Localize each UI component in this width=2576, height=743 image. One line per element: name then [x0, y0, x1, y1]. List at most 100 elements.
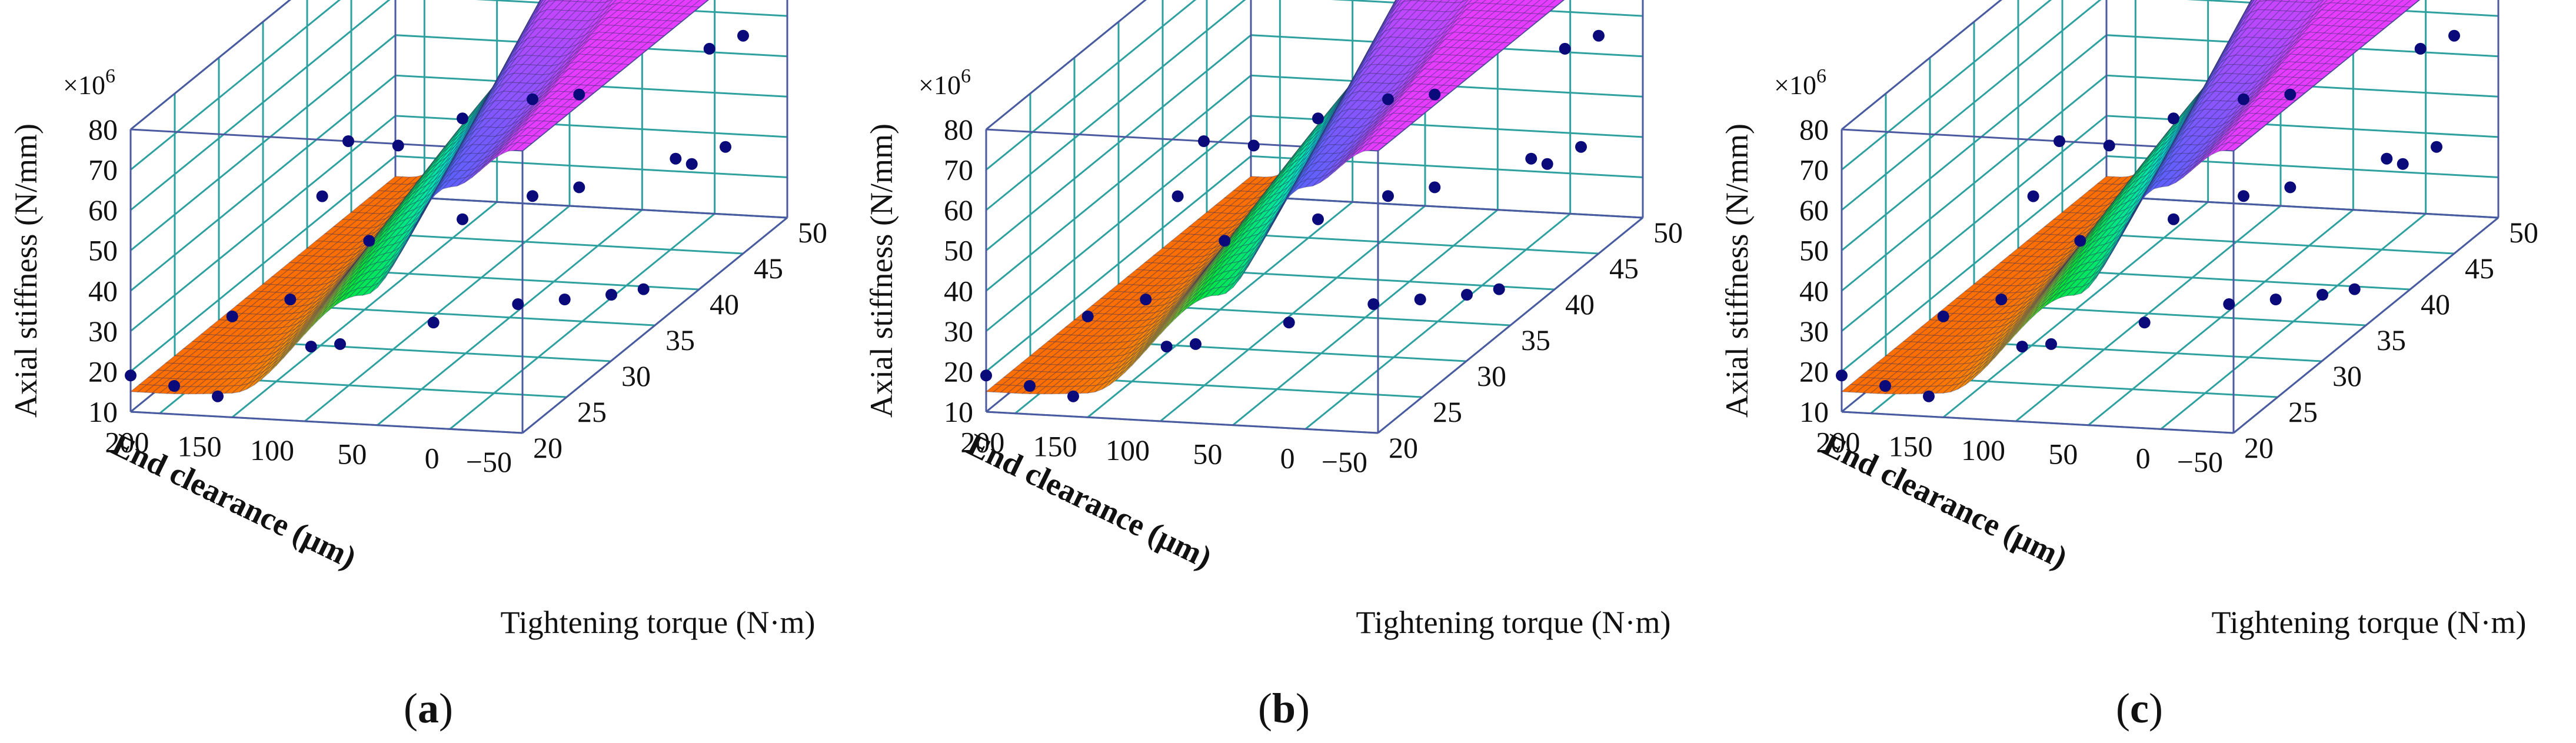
data-point	[1429, 88, 1441, 101]
data-point	[1575, 141, 1587, 153]
data-point	[1461, 289, 1473, 301]
data-point	[1081, 310, 1094, 322]
y-tick-label: 35	[665, 324, 695, 356]
frame-edge	[986, 411, 1379, 434]
data-point	[226, 310, 238, 322]
x-tick-label: 100	[1106, 434, 1150, 467]
surface	[985, 0, 1564, 395]
surface-cell	[682, 6, 700, 15]
x-tick-label: 50	[1193, 438, 1222, 471]
z-tick-label: 20	[944, 355, 973, 388]
y-axis-title: Tightening torque (N·m)	[1356, 605, 1671, 640]
frame-edge	[1377, 216, 1643, 434]
data-point	[1140, 294, 1152, 305]
floor-gridline	[351, 231, 744, 255]
data-point	[685, 158, 698, 170]
panel-label: (b)	[1258, 685, 1310, 732]
z-tick-label: 80	[88, 113, 118, 146]
x-tick-label: 50	[337, 438, 367, 471]
z-scale-multiplier: ×106	[918, 65, 971, 100]
data-point	[605, 289, 617, 301]
z-tick-label: 10	[944, 395, 973, 428]
data-point	[527, 93, 538, 105]
surface-cell	[683, 0, 701, 7]
y-tick-label: 25	[577, 395, 607, 428]
frame-edge	[986, 0, 1147, 131]
surface-cell	[669, 0, 685, 6]
data-point	[1067, 390, 1079, 402]
frame-edge	[395, 195, 788, 219]
x-axis-title: End clearance (μm)	[962, 427, 1217, 575]
y-axis-title: Tightening torque (N·m)	[501, 605, 816, 640]
x-tick-label: 0	[425, 441, 440, 474]
data-point	[1525, 152, 1537, 165]
data-point	[558, 294, 571, 305]
floor-gridline	[1087, 201, 1353, 418]
surface-cell	[647, 0, 662, 5]
y-tick-label: 40	[710, 288, 739, 321]
z-tick-label: 60	[944, 194, 973, 226]
data-point	[703, 42, 715, 55]
y-tick-label: 50	[798, 216, 827, 249]
z-tick-label: 70	[88, 154, 118, 186]
surface-cell	[647, 35, 665, 44]
data-point	[1559, 42, 1571, 55]
data-point	[527, 190, 538, 202]
surface-cell	[558, 106, 577, 115]
z-tick-label: 30	[944, 315, 973, 348]
frame-edge	[1250, 195, 1643, 219]
panel-label: (a)	[404, 685, 453, 732]
data-point	[305, 341, 317, 353]
surface-cell	[605, 0, 612, 3]
z-gridline	[130, 0, 291, 131]
data-point	[1024, 380, 1036, 392]
surface-cell	[554, 0, 564, 2]
z-tick-label: 10	[88, 395, 118, 428]
data-point	[1219, 235, 1231, 247]
y-tick-label: 50	[1653, 216, 1683, 249]
surface-cell	[523, 135, 541, 144]
x-tick-label: 100	[250, 434, 294, 467]
surface-cell	[576, 0, 587, 3]
surface-cell	[538, 0, 541, 4]
data-points	[125, 29, 749, 402]
data-point	[720, 141, 731, 153]
x-tick-label: 0	[1280, 441, 1295, 474]
data-point	[1171, 190, 1184, 202]
x-axis-title: End clearance (μm)	[106, 427, 362, 575]
surface-cell	[620, 56, 638, 65]
frame-edge	[2233, 216, 2499, 434]
y-tick-label: 45	[754, 252, 783, 285]
surface-cell	[569, 0, 580, 2]
data-point	[1283, 316, 1295, 329]
floor-gridline	[304, 205, 570, 422]
z-tick-label: 80	[944, 113, 973, 146]
y-tick-label: 20	[533, 431, 563, 464]
surface-cell	[591, 0, 603, 4]
surface-cell	[664, 21, 683, 29]
data-point	[512, 298, 524, 310]
floor-gridline	[1304, 213, 1571, 430]
surface-cell	[567, 99, 585, 108]
y-tick-label: 30	[621, 359, 651, 392]
surface-cell	[691, 0, 708, 8]
x-tick-label: 200	[105, 426, 149, 459]
z-tick-label: 40	[944, 274, 973, 307]
y-tick-label: 30	[1477, 359, 1506, 392]
data-point	[1493, 283, 1505, 295]
surface-cell	[603, 71, 621, 79]
data-point	[125, 369, 137, 382]
y-tick-label: 40	[1565, 288, 1595, 321]
data-point	[284, 294, 297, 305]
data-point	[1247, 139, 1260, 152]
data-point	[363, 235, 375, 247]
frame-edge	[2106, 195, 2499, 219]
data-point	[1414, 294, 1426, 305]
frame-edge	[522, 216, 788, 434]
surface-cell	[638, 42, 656, 51]
surface-cell	[536, 0, 542, 7]
data-point	[457, 112, 468, 125]
